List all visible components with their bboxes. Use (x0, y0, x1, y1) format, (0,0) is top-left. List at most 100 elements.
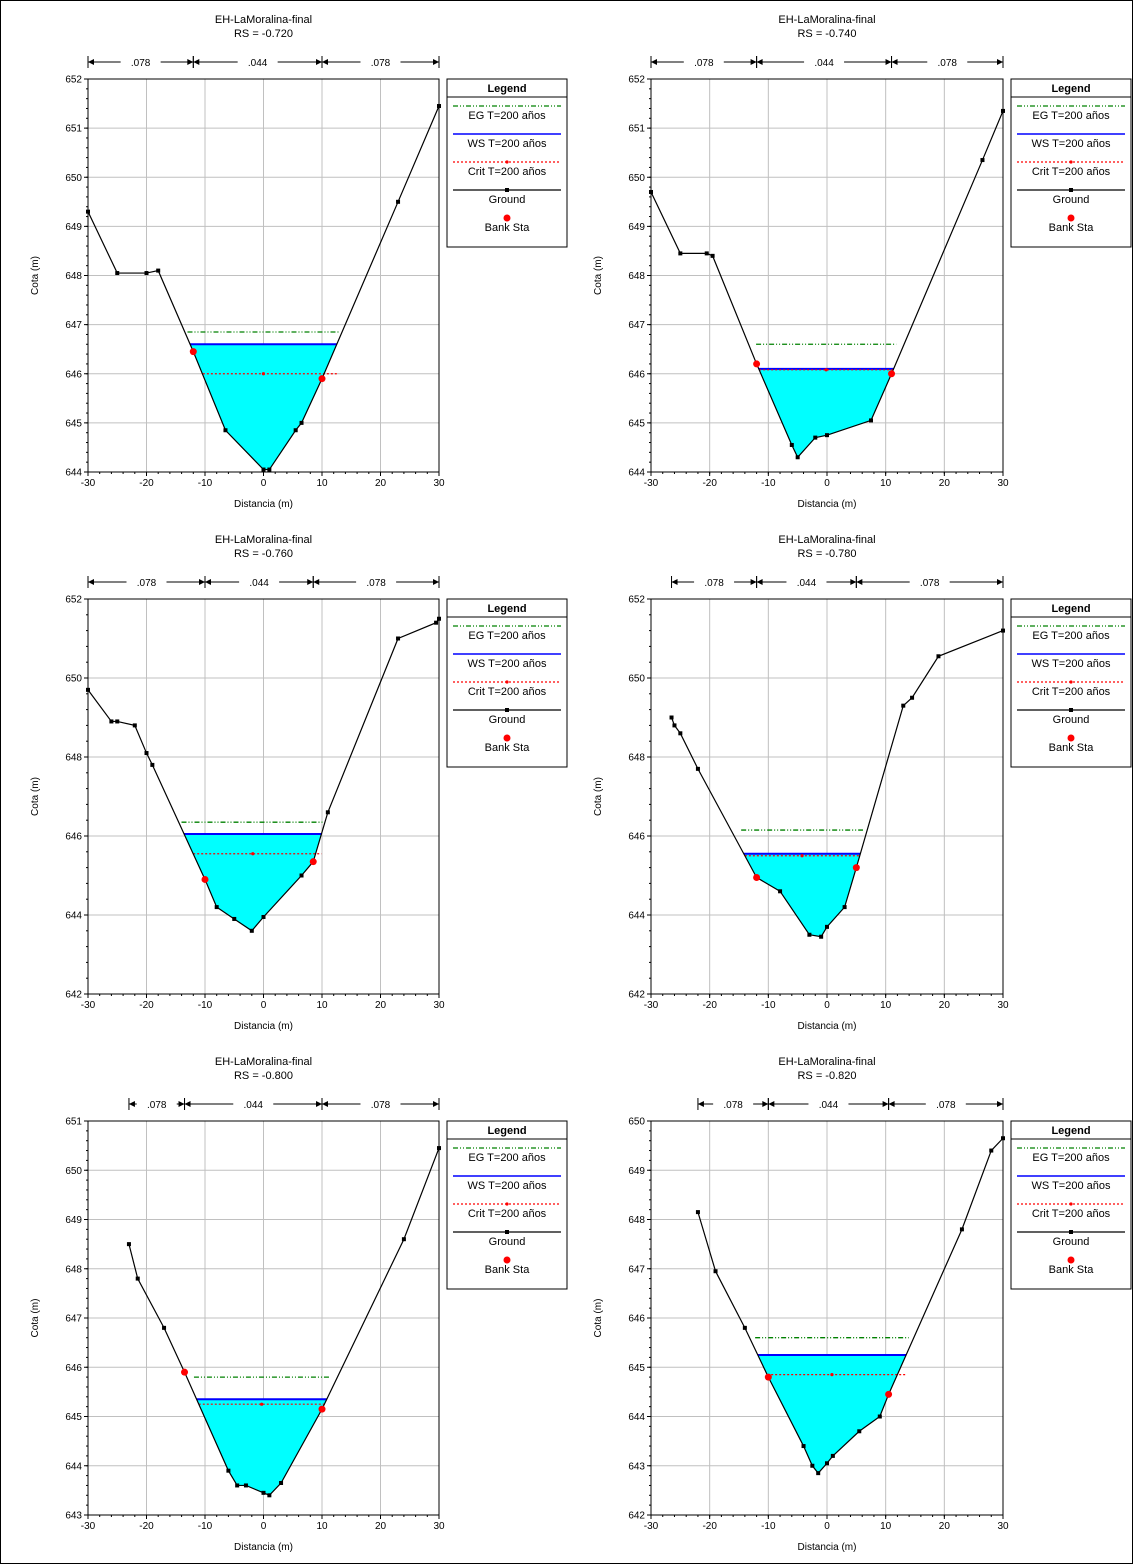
n-value-arrow (750, 59, 757, 65)
y-tick-label: 642 (65, 990, 82, 1001)
legend-marker (505, 188, 509, 192)
x-tick-label: -30 (644, 1521, 659, 1532)
y-tick-label: 646 (65, 369, 82, 380)
y-axis-label: Cota (m) (593, 777, 604, 816)
n-value-label: .044 (819, 1100, 839, 1111)
legend-item-label: Crit T=200 años (468, 1208, 547, 1220)
y-tick-label: 650 (628, 1117, 645, 1128)
ground-point (132, 723, 137, 728)
n-value-arrow (850, 579, 857, 585)
x-tick-label: -20 (139, 478, 154, 489)
legend-marker (1069, 188, 1073, 192)
n-value-label: .078 (131, 58, 151, 69)
x-tick-label: -20 (702, 1521, 717, 1532)
x-tick-label: -20 (139, 1521, 154, 1532)
bank-station-marker (753, 360, 761, 368)
ground-point (144, 751, 149, 756)
legend-marker (1069, 1202, 1073, 1206)
legend-item-label: EG T=200 años (1032, 630, 1110, 642)
n-value-arrow (128, 1101, 135, 1107)
legend-item-label: WS T=200 años (1032, 1180, 1111, 1192)
legend-swatch-bank (503, 1256, 511, 1264)
n-value-arrow (882, 1101, 889, 1107)
ground-point (126, 1242, 131, 1247)
y-tick-label: 642 (628, 1511, 645, 1522)
y-tick-label: 652 (628, 75, 645, 86)
ground-point (830, 1453, 835, 1458)
legend-item-label: Ground (489, 194, 526, 206)
y-tick-label: 649 (628, 222, 645, 233)
bank-station-marker (764, 1373, 772, 1381)
n-value-arrow (671, 579, 678, 585)
cross-section-chart: EH-LaMoralina-final RS = -0.820 -30 -20 -10 0… (593, 1056, 1132, 1553)
ground-point (825, 1461, 829, 1466)
x-tick-label: 30 (433, 478, 445, 489)
legend-marker (505, 1230, 509, 1234)
water-area (743, 853, 861, 937)
x-tick-label: 30 (433, 1521, 445, 1532)
y-tick-label: 647 (65, 320, 82, 331)
ground-point (742, 1325, 747, 1330)
y-tick-label: 644 (628, 911, 645, 922)
x-tick-label: 30 (997, 1521, 1009, 1532)
n-value-label: .078 (723, 1100, 743, 1111)
n-value-label: .044 (244, 1100, 264, 1111)
chart-subtitle: RS = -0.720 (234, 28, 293, 40)
legend-marker (505, 160, 509, 164)
ground-point (695, 1210, 700, 1215)
ground-point (713, 1269, 718, 1274)
ground-point (672, 723, 677, 728)
bank-station-marker (318, 1405, 326, 1413)
x-tick-label: -20 (139, 1000, 154, 1011)
ground-point (980, 158, 985, 163)
ground-point (279, 1480, 284, 1485)
n-value-label: .044 (249, 578, 269, 589)
legend-item-label: WS T=200 años (468, 138, 547, 150)
legend-item-label: Crit T=200 años (1032, 686, 1111, 698)
legend-item-label: Bank Sta (485, 1264, 531, 1276)
ground-point (813, 435, 818, 440)
x-tick-label: -20 (702, 1000, 717, 1011)
ground-point (810, 1463, 815, 1468)
x-tick-label: -30 (81, 1521, 96, 1532)
ground-point (825, 433, 829, 438)
n-value-arrow (433, 1101, 439, 1107)
n-value-arrow (88, 579, 94, 585)
chart-title: EH-LaMoralina-final (215, 534, 312, 546)
ground-point (819, 934, 824, 939)
y-tick-label: 642 (628, 990, 645, 1001)
x-tick-label: -30 (644, 478, 659, 489)
ground-point (135, 1276, 140, 1281)
ground-point (857, 1429, 862, 1434)
n-value-label: .078 (704, 578, 724, 589)
y-tick-label: 645 (65, 418, 82, 429)
ground-point (115, 271, 120, 276)
n-value-label: .078 (147, 1100, 167, 1111)
ground-point (261, 914, 266, 919)
ground-point (249, 928, 254, 933)
y-axis-label: Cota (m) (30, 256, 41, 295)
crit-marker (830, 1373, 834, 1377)
ground-point (825, 924, 829, 929)
n-value-label: .044 (248, 58, 268, 69)
x-tick-label: -10 (198, 1000, 213, 1011)
x-tick-label: -10 (761, 1000, 776, 1011)
ground-point (877, 1414, 882, 1419)
ground-point (669, 715, 674, 720)
legend-title: Legend (487, 1125, 526, 1137)
n-value-arrow (433, 59, 439, 65)
x-tick-label: 0 (261, 1521, 267, 1532)
ground-point (936, 654, 941, 659)
bank-station-marker (885, 1390, 893, 1398)
y-tick-label: 643 (65, 1511, 82, 1522)
legend-marker (505, 680, 509, 684)
legend-item-label: Ground (1053, 1236, 1090, 1248)
ground-point (115, 719, 120, 724)
y-tick-label: 648 (628, 753, 645, 764)
y-tick-label: 644 (628, 468, 645, 479)
x-tick-label: 0 (261, 1000, 267, 1011)
n-value-arrow (762, 1101, 769, 1107)
n-value-arrow (756, 59, 763, 65)
water-area (758, 368, 894, 458)
ground-point (678, 731, 683, 736)
